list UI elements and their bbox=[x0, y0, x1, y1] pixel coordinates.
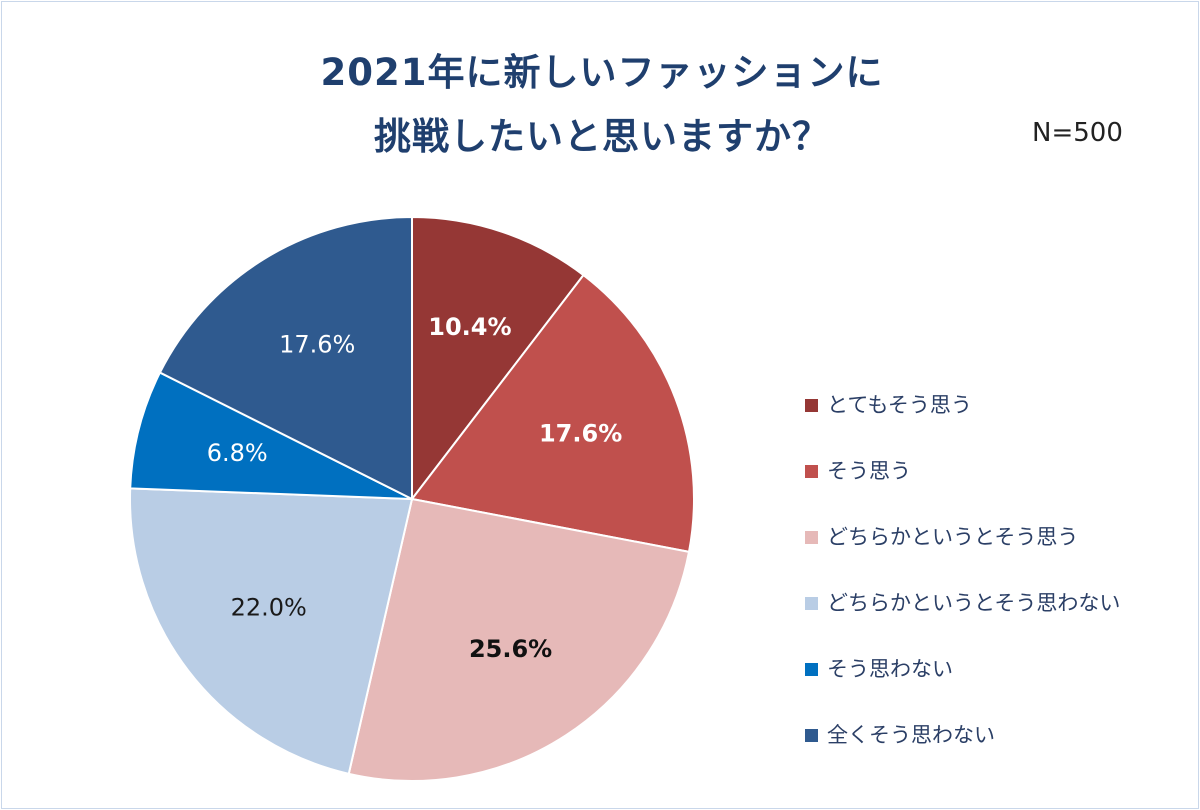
legend-label-2: どちらかというとそう思う bbox=[827, 525, 1079, 549]
legend-label-1: そう思う bbox=[827, 459, 911, 483]
pie-slice-1 bbox=[410, 273, 695, 554]
legend-label-4: そう思わない bbox=[827, 657, 953, 681]
legend-swatch-2 bbox=[805, 531, 818, 544]
slice-value-label-0: 10.4% bbox=[428, 313, 511, 341]
legend-swatch-0 bbox=[805, 399, 818, 412]
slice-value-label-1: 17.6% bbox=[539, 420, 622, 448]
pie-slice-4 bbox=[129, 371, 413, 500]
chart-title-line-1: 2021年に新しいファッションに bbox=[320, 51, 884, 94]
legend-swatch-3 bbox=[805, 597, 818, 610]
slice-value-label-2: 25.6% bbox=[469, 635, 552, 663]
pie-slice-3 bbox=[129, 487, 414, 776]
pie-slice-2 bbox=[347, 497, 691, 782]
pie-slice-0 bbox=[411, 215, 585, 502]
sample-size-annotation: N=500 bbox=[1032, 118, 1123, 148]
legend-label-5: 全くそう思わない bbox=[827, 723, 995, 747]
legend-swatch-1 bbox=[805, 465, 818, 478]
chart-title-line-2: 挑戦したいと思いますか？ bbox=[374, 115, 830, 158]
legend-swatch-4 bbox=[805, 663, 818, 676]
slice-value-label-4: 6.8% bbox=[207, 439, 268, 467]
legend-label-0: とてもそう思う bbox=[827, 393, 972, 417]
slice-value-label-3: 22.0% bbox=[231, 594, 307, 622]
legend-label-3: どちらかというとそう思わない bbox=[827, 591, 1121, 615]
pie-slice-5 bbox=[158, 215, 413, 501]
legend-swatch-5 bbox=[805, 729, 818, 742]
slice-value-label-5: 17.6% bbox=[279, 330, 355, 358]
